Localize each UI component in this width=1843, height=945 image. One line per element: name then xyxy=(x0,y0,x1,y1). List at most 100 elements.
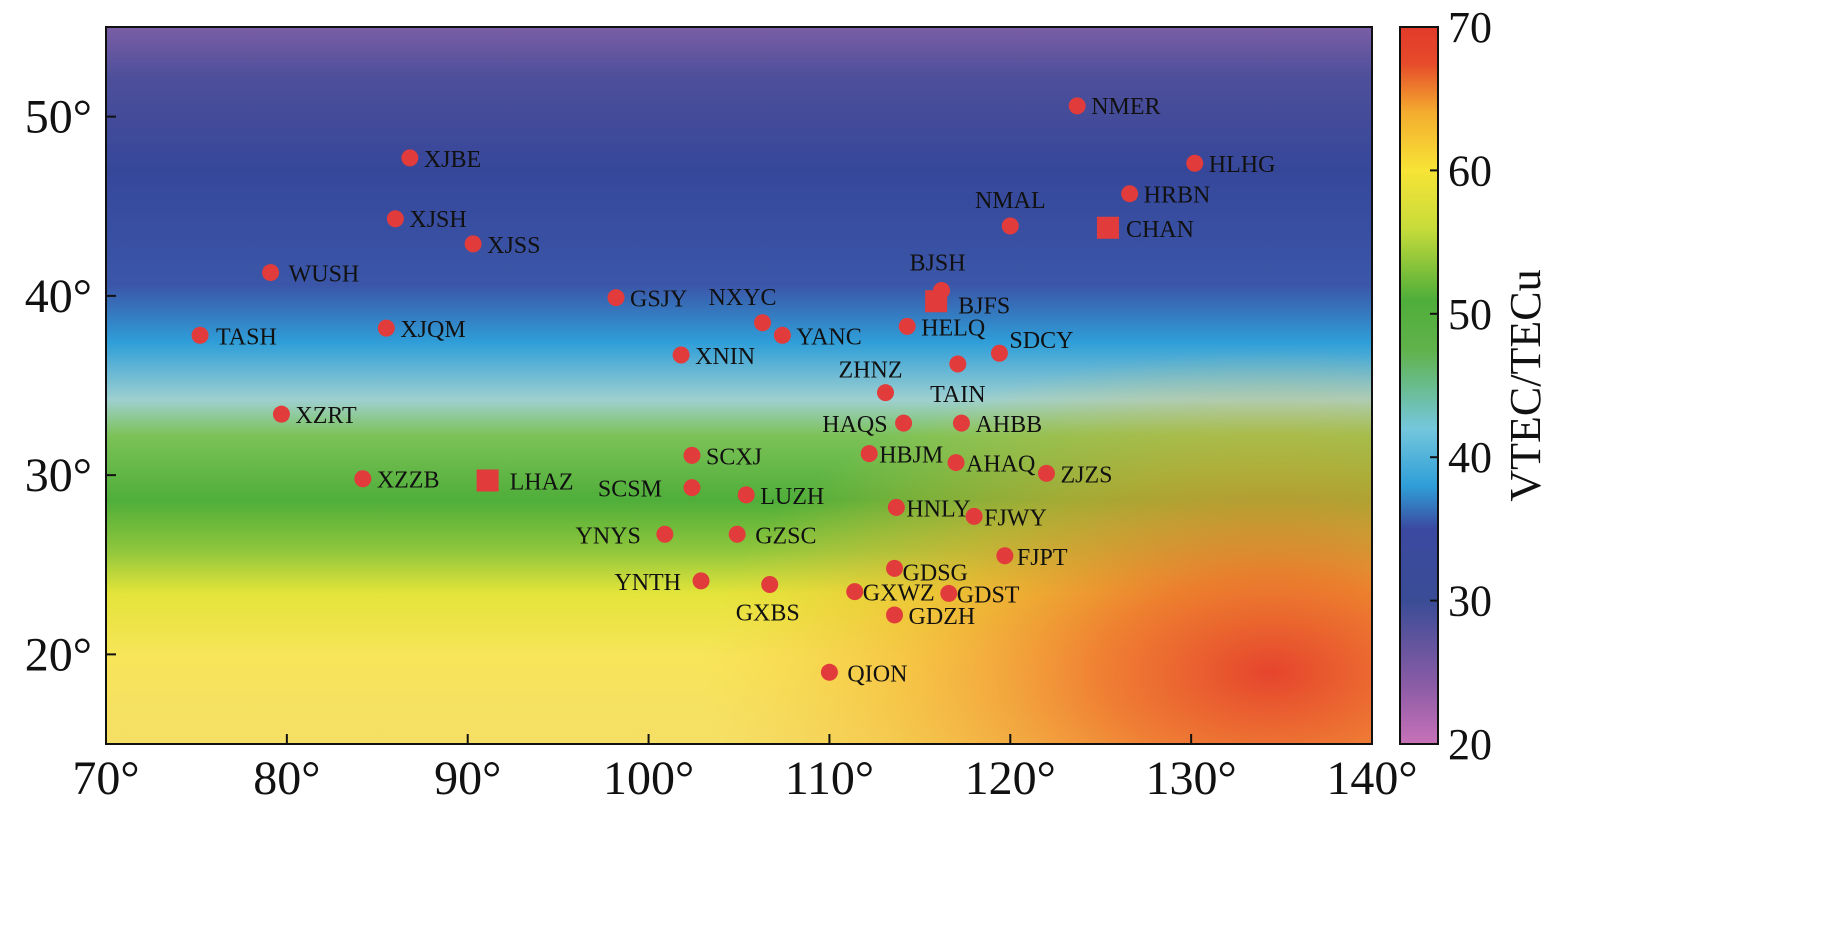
station-marker xyxy=(1037,464,1055,482)
station-label: AHBB xyxy=(975,412,1042,438)
colorbar-ticks: 20 30 40 50 60 70 xyxy=(1430,3,1492,769)
station-label: TAIN xyxy=(930,382,985,408)
x-tick-label: 120° xyxy=(965,752,1056,805)
station-label: QION xyxy=(847,661,907,687)
station-gdzh: GDZH xyxy=(886,604,975,630)
station-marker xyxy=(886,559,904,577)
colorbar-tick-label: 40 xyxy=(1448,433,1492,482)
station-gzsc: GZSC xyxy=(728,523,817,549)
station-hnly: HNLY xyxy=(887,496,971,522)
station-sdcy: SDCY xyxy=(990,328,1073,362)
x-tick-label: 130° xyxy=(1146,752,1237,805)
station-marker xyxy=(965,507,983,525)
station-marker xyxy=(1186,154,1204,172)
station-label: HLHG xyxy=(1209,152,1276,178)
station-hlhg: HLHG xyxy=(1186,152,1275,178)
vtec-hot-region xyxy=(106,27,1372,744)
station-hrbn: HRBN xyxy=(1121,183,1210,209)
colorbar-title: VTEC/TECu xyxy=(1501,269,1550,501)
station-scxj: SCXJ xyxy=(683,444,762,470)
station-marker xyxy=(272,405,290,423)
station-marker xyxy=(386,210,404,228)
station-marker xyxy=(949,355,967,373)
station-chan: CHAN xyxy=(1096,216,1194,243)
station-label: NXYC xyxy=(709,285,777,311)
station-label: NMER xyxy=(1091,94,1160,120)
y-axis: 20° 30° 40° 50° xyxy=(25,91,116,681)
colorbar-tick-label: 50 xyxy=(1448,290,1492,339)
station-marker xyxy=(377,319,395,337)
station-label: ZHNZ xyxy=(839,358,903,384)
y-tick-label: 20° xyxy=(25,628,92,681)
station-tash: TASH xyxy=(191,324,277,350)
station-marker xyxy=(876,384,894,402)
colorbar-tick-label: 30 xyxy=(1448,577,1492,626)
station-bjfs: BJFS xyxy=(925,290,1010,319)
station-marker xyxy=(1121,185,1139,203)
station-label: XZZB xyxy=(377,468,440,494)
y-tick-label: 40° xyxy=(25,270,92,323)
station-marker xyxy=(886,606,904,624)
station-xjbe: XJBE xyxy=(401,147,481,173)
station-label: HNLY xyxy=(906,496,970,522)
station-marker xyxy=(990,344,1008,362)
station-marker xyxy=(672,346,690,364)
station-label: FJWY xyxy=(984,505,1047,531)
station-marker xyxy=(947,454,965,472)
station-marker xyxy=(940,584,958,602)
station-ynth: YNTH xyxy=(614,570,710,596)
station-label: YNTH xyxy=(614,570,681,596)
station-qion: QION xyxy=(820,661,907,687)
station-yanc: YANC xyxy=(773,324,862,350)
station-wush: WUSH xyxy=(262,262,359,288)
station-label: ZJZS xyxy=(1060,462,1112,488)
station-marker xyxy=(737,486,755,504)
station-label: XJSH xyxy=(409,207,466,233)
station-label: YANC xyxy=(796,324,861,350)
station-tain: TAIN xyxy=(930,355,986,408)
station-label: HRBN xyxy=(1144,183,1211,209)
station-label: GDZH xyxy=(909,604,976,630)
station-marker xyxy=(895,414,913,432)
colorbar-tick-label: 20 xyxy=(1448,720,1492,769)
station-xjss: XJSS xyxy=(464,233,541,259)
station-marker xyxy=(656,525,674,543)
colorbar: 20 30 40 50 60 70 VTEC/TECu xyxy=(1399,3,1550,769)
station-lhaz: LHAZ xyxy=(476,469,574,496)
station-gdsg: GDSG xyxy=(886,559,968,586)
station-scsm: SCSM xyxy=(598,477,701,503)
station-label: XJQM xyxy=(400,317,465,343)
station-label: SCXJ xyxy=(706,444,762,470)
station-marker xyxy=(820,663,838,681)
station-label: GDST xyxy=(957,582,1020,608)
station-label: XJBE xyxy=(424,147,481,173)
station-label: GXBS xyxy=(736,600,800,626)
y-tick-label: 50° xyxy=(25,91,92,144)
x-tick-label: 70° xyxy=(72,752,139,805)
x-tick-label: 140° xyxy=(1326,752,1417,805)
station-label: SDCY xyxy=(1009,328,1073,354)
station-label: LUZH xyxy=(760,484,824,510)
station-marker xyxy=(607,289,625,307)
station-xjqm: XJQM xyxy=(377,317,466,343)
station-hbjm: HBJM xyxy=(860,443,943,469)
station-label: NMAL xyxy=(975,188,1046,214)
station-label: HELQ xyxy=(921,315,985,341)
station-marker xyxy=(191,326,209,344)
station-marker xyxy=(754,314,772,332)
station-label: XZRT xyxy=(295,403,357,429)
station-xjsh: XJSH xyxy=(386,207,467,233)
x-axis: 70° 80° 90° 100° 110° 120° 130° 140° xyxy=(72,734,1418,805)
x-tick-label: 100° xyxy=(603,752,694,805)
station-gdst: GDST xyxy=(940,582,1020,608)
station-marker-square xyxy=(476,469,499,492)
x-tick-label: 80° xyxy=(253,752,320,805)
station-marker xyxy=(262,264,280,282)
station-marker xyxy=(860,445,878,463)
station-marker xyxy=(952,414,970,432)
station-marker xyxy=(692,572,710,590)
station-fjpt: FJPT xyxy=(996,545,1068,571)
station-nmer: NMER xyxy=(1068,94,1161,120)
